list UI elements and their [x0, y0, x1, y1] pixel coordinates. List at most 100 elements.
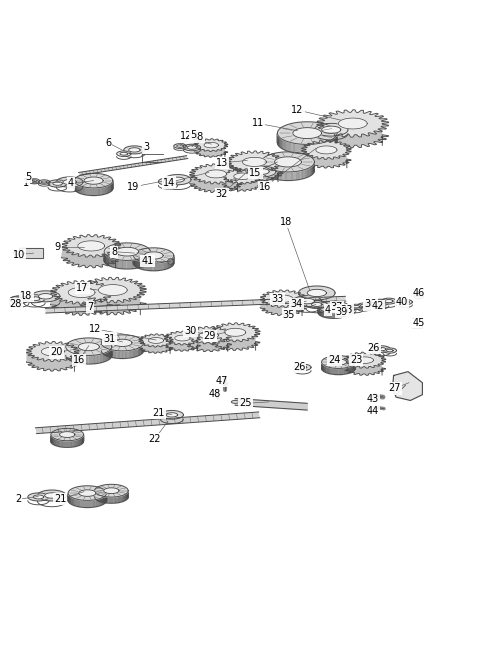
Polygon shape [326, 304, 341, 310]
Polygon shape [277, 122, 337, 144]
Polygon shape [84, 177, 103, 184]
Polygon shape [48, 180, 67, 187]
Polygon shape [177, 145, 183, 147]
Text: 18: 18 [279, 217, 292, 227]
Text: 8: 8 [111, 247, 117, 257]
Polygon shape [56, 177, 83, 187]
Polygon shape [30, 179, 39, 183]
Polygon shape [60, 432, 75, 438]
Polygon shape [317, 110, 389, 137]
Polygon shape [50, 280, 113, 305]
Polygon shape [29, 297, 40, 301]
Polygon shape [338, 118, 367, 129]
Polygon shape [74, 174, 113, 188]
Polygon shape [79, 490, 96, 496]
Polygon shape [393, 371, 422, 400]
Polygon shape [19, 248, 43, 258]
Polygon shape [51, 428, 84, 441]
Polygon shape [247, 166, 276, 177]
Polygon shape [79, 156, 188, 176]
Polygon shape [53, 181, 62, 185]
Polygon shape [344, 352, 386, 368]
Text: 38: 38 [192, 132, 204, 142]
Polygon shape [312, 303, 322, 307]
Text: 47: 47 [216, 376, 228, 386]
Polygon shape [275, 157, 301, 167]
Polygon shape [322, 356, 355, 369]
Polygon shape [349, 305, 363, 309]
Polygon shape [402, 301, 409, 303]
Text: 3: 3 [144, 143, 149, 153]
Polygon shape [356, 357, 373, 364]
Text: 28: 28 [9, 299, 22, 309]
Polygon shape [61, 234, 121, 257]
Polygon shape [10, 296, 29, 303]
Text: 43: 43 [367, 394, 379, 405]
Polygon shape [78, 343, 99, 350]
Polygon shape [33, 495, 44, 499]
Text: 38: 38 [340, 305, 353, 315]
Polygon shape [61, 246, 120, 268]
Text: 21: 21 [54, 495, 66, 504]
Polygon shape [301, 151, 351, 168]
Polygon shape [274, 295, 293, 303]
Polygon shape [31, 291, 60, 302]
Text: 26: 26 [293, 362, 305, 372]
Polygon shape [139, 341, 173, 353]
Polygon shape [344, 307, 352, 310]
Polygon shape [171, 177, 184, 182]
Polygon shape [186, 336, 231, 352]
Text: 10: 10 [13, 250, 25, 259]
Text: 31: 31 [103, 333, 116, 343]
Polygon shape [204, 142, 218, 148]
Polygon shape [26, 352, 79, 371]
Polygon shape [164, 331, 201, 345]
Polygon shape [13, 252, 25, 255]
Text: 14: 14 [163, 178, 175, 187]
Polygon shape [163, 179, 173, 183]
Text: 35: 35 [283, 310, 295, 320]
Polygon shape [306, 301, 327, 309]
Polygon shape [124, 146, 145, 154]
Polygon shape [174, 143, 186, 149]
Text: 29: 29 [204, 331, 216, 341]
Polygon shape [117, 151, 131, 157]
Text: 12: 12 [291, 105, 304, 115]
Polygon shape [318, 301, 349, 312]
Polygon shape [14, 298, 24, 301]
Polygon shape [190, 174, 242, 193]
Text: 7: 7 [87, 302, 94, 312]
Polygon shape [260, 299, 306, 316]
Polygon shape [41, 347, 64, 356]
Polygon shape [32, 179, 37, 181]
Text: 25: 25 [240, 398, 252, 408]
Text: 33: 33 [271, 293, 284, 304]
Polygon shape [301, 140, 351, 159]
Polygon shape [299, 286, 335, 300]
Text: 26: 26 [367, 343, 380, 352]
Text: 22: 22 [148, 434, 161, 444]
Polygon shape [235, 398, 307, 410]
Polygon shape [242, 157, 266, 166]
Text: 30: 30 [184, 326, 197, 336]
Polygon shape [24, 295, 45, 303]
Polygon shape [41, 181, 47, 183]
Polygon shape [50, 293, 113, 315]
Text: 34: 34 [290, 299, 303, 309]
Text: 4: 4 [68, 179, 74, 189]
Polygon shape [372, 299, 389, 306]
Polygon shape [113, 339, 132, 346]
Polygon shape [186, 326, 232, 344]
Text: 6: 6 [105, 138, 111, 147]
Text: 40: 40 [396, 297, 408, 307]
Polygon shape [416, 294, 421, 296]
Text: 16: 16 [259, 182, 271, 192]
Polygon shape [322, 126, 341, 134]
Polygon shape [377, 347, 386, 350]
Polygon shape [316, 146, 337, 154]
Polygon shape [104, 243, 150, 261]
Polygon shape [148, 337, 164, 343]
Polygon shape [187, 145, 197, 149]
Polygon shape [225, 328, 246, 336]
Polygon shape [298, 365, 307, 369]
